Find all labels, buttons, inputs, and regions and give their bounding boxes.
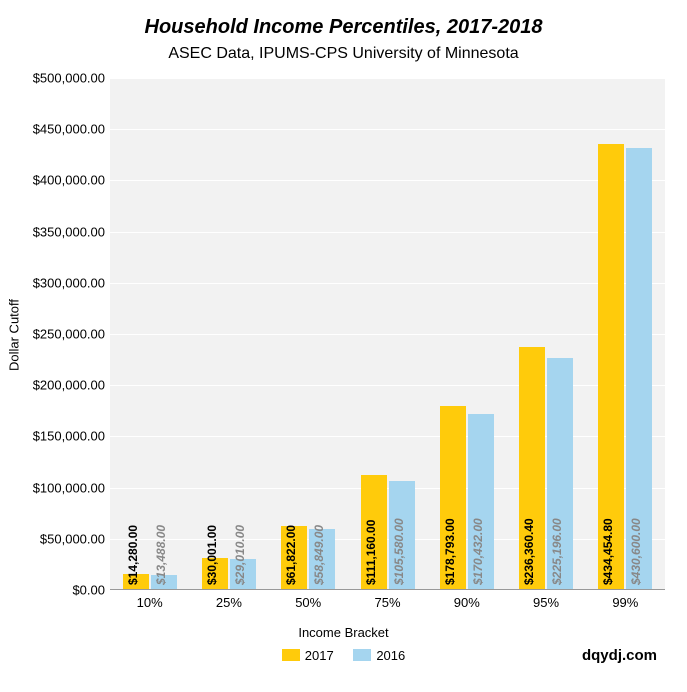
y-tick-label: $200,000.00 (5, 378, 105, 393)
bar-value-label: $14,280.00 (126, 525, 140, 585)
chart-subtitle: ASEC Data, IPUMS-CPS University of Minne… (0, 45, 687, 63)
bar-value-label: $105,580.00 (392, 518, 406, 585)
attribution: dqydj.com (582, 647, 657, 664)
bar-group: $178,793.00$170,432.0090% (440, 78, 494, 589)
bar-value-label: $61,822.00 (284, 525, 298, 585)
bar-value-label: $178,793.00 (443, 518, 457, 585)
bar-value-label: $430,600.00 (629, 518, 643, 585)
legend-item-2016: 2016 (353, 648, 405, 663)
y-tick-label: $0.00 (5, 583, 105, 598)
bar-value-label: $434,454.80 (601, 518, 615, 585)
y-tick-label: $400,000.00 (5, 173, 105, 188)
x-tick-label: 75% (361, 595, 415, 610)
bar-value-label: $236,360.40 (522, 518, 536, 585)
bar-value-label: $225,196.00 (550, 518, 564, 585)
chart-title: Household Income Percentiles, 2017-2018 (0, 0, 687, 39)
bar-group: $111,160.00$105,580.0075% (361, 78, 415, 589)
y-tick-label: $350,000.00 (5, 224, 105, 239)
x-tick-label: 10% (123, 595, 177, 610)
x-axis-title: Income Bracket (0, 625, 687, 640)
y-tick-label: $50,000.00 (5, 531, 105, 546)
y-tick-label: $450,000.00 (5, 122, 105, 137)
bar-group: $14,280.00$13,488.0010% (123, 78, 177, 589)
bar-group: $30,001.00$29,010.0025% (202, 78, 256, 589)
x-tick-label: 25% (202, 595, 256, 610)
y-tick-label: $300,000.00 (5, 275, 105, 290)
x-tick-label: 50% (281, 595, 335, 610)
y-tick-label: $500,000.00 (5, 71, 105, 86)
bar-value-label: $29,010.00 (233, 525, 247, 585)
legend-label-2016: 2016 (376, 648, 405, 663)
legend-swatch-2017 (282, 649, 300, 661)
bar-value-label: $30,001.00 (205, 525, 219, 585)
bar-value-label: $170,432.00 (471, 518, 485, 585)
bar-group: $434,454.80$430,600.0099% (598, 78, 652, 589)
y-tick-label: $250,000.00 (5, 327, 105, 342)
y-tick-label: $150,000.00 (5, 429, 105, 444)
bar-value-label: $13,488.00 (154, 525, 168, 585)
y-tick-label: $100,000.00 (5, 480, 105, 495)
x-tick-label: 99% (598, 595, 652, 610)
legend-label-2017: 2017 (305, 648, 334, 663)
bar-group: $236,360.40$225,196.0095% (519, 78, 573, 589)
bar-value-label: $58,849.00 (312, 525, 326, 585)
income-percentile-chart: Household Income Percentiles, 2017-2018 … (0, 0, 687, 692)
bar-group: $61,822.00$58,849.0050% (281, 78, 335, 589)
bar-value-label: $111,160.00 (364, 520, 378, 585)
plot-area: $0.00$50,000.00$100,000.00$150,000.00$20… (110, 78, 665, 590)
x-tick-label: 90% (440, 595, 494, 610)
x-tick-label: 95% (519, 595, 573, 610)
legend-item-2017: 2017 (282, 648, 334, 663)
legend-swatch-2016 (353, 649, 371, 661)
